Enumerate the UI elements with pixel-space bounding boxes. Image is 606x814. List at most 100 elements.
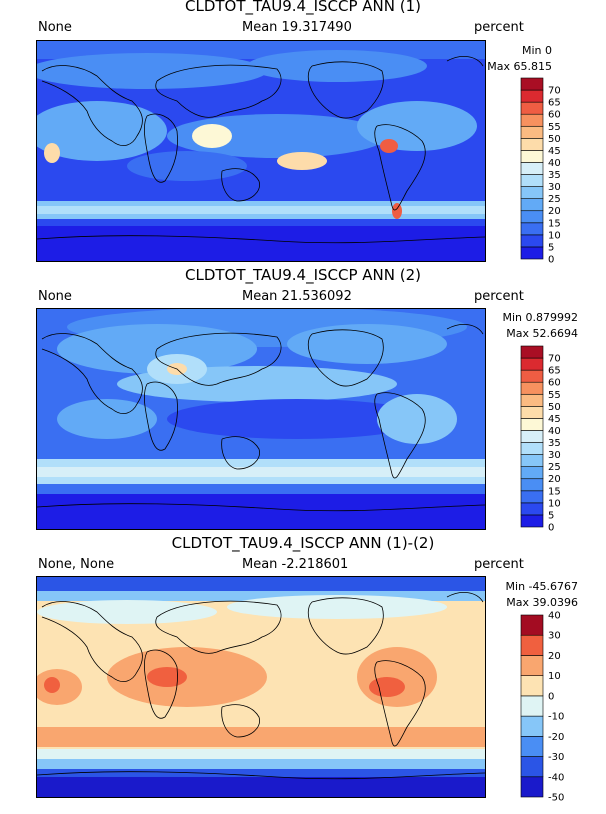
panel-3-colorbar: -50 -40 -30 -20 -10 0 10 20 30 40 — [520, 611, 581, 805]
colorbar-tick-label: 25 — [548, 194, 561, 205]
panel-2-map — [36, 308, 486, 530]
panel-3-left-label: None, None — [38, 557, 115, 572]
panel-3-max: Max 39.0396 — [506, 596, 578, 609]
colorbar-tick-label: 0 — [548, 691, 554, 702]
colorbar-swatch — [520, 357, 544, 371]
colorbar-swatch — [520, 634, 544, 656]
colorbar-swatch — [520, 478, 544, 492]
colorbar-tick-label: 45 — [548, 414, 561, 425]
panel-1-map — [36, 40, 486, 262]
panel-2-colorbar: 0 5 10 15 20 25 30 35 40 45 50 55 60 65 70 — [520, 345, 581, 536]
colorbar-swatch — [520, 393, 544, 407]
colorbar-tick-label: 65 — [548, 366, 561, 377]
panel-3-map — [36, 576, 486, 798]
colorbar-tick-label: 50 — [548, 402, 561, 413]
panel-3-units: percent — [474, 557, 524, 572]
colorbar-tick-label: -50 — [548, 793, 564, 804]
colorbar-tick-label: 45 — [548, 146, 561, 157]
colorbar-swatch — [520, 502, 544, 516]
colorbar-tick-label: 55 — [548, 390, 561, 401]
colorbar-swatch — [520, 756, 544, 778]
colorbar-swatch — [520, 125, 544, 139]
panel-1-min: Min 0 — [521, 44, 552, 57]
colorbar-tick-label: 0 — [548, 255, 554, 266]
colorbar-swatch — [520, 369, 544, 383]
panel-2-units: percent — [474, 289, 524, 304]
panel-1-mean: Mean 19.317490 — [242, 20, 352, 35]
colorbar-tick-label: 10 — [548, 498, 561, 509]
panel-2-left-label: None — [38, 289, 72, 304]
panel-3-title: CLDTOT_TAU9.4_ISCCP ANN (1)-(2) — [171, 534, 435, 552]
colorbar-swatch — [520, 345, 544, 359]
colorbar-swatch — [520, 89, 544, 103]
panel-1-max: Max 65.815 — [487, 60, 552, 73]
colorbar-tick-label: 50 — [548, 134, 561, 145]
colorbar-tick-label: -40 — [548, 772, 564, 783]
colorbar-swatch — [520, 101, 544, 115]
colorbar-tick-label: 60 — [548, 378, 561, 389]
panel-1-left-label: None — [38, 20, 72, 35]
colorbar-swatch — [520, 442, 544, 455]
colorbar-tick-label: 20 — [548, 651, 561, 662]
colorbar-swatch — [520, 675, 544, 697]
colorbar-tick-label: 40 — [548, 158, 561, 169]
panel-2-mean: Mean 21.536092 — [242, 289, 352, 304]
colorbar-tick-label: 70 — [548, 86, 561, 97]
colorbar-tick-label: 30 — [548, 450, 561, 461]
colorbar-swatch — [520, 210, 544, 224]
colorbar-tick-label: -20 — [548, 732, 564, 743]
colorbar-swatch — [520, 381, 544, 395]
colorbar-swatch — [520, 77, 544, 91]
colorbar-swatch — [520, 466, 544, 480]
colorbar-swatch — [520, 198, 544, 212]
colorbar-swatch — [520, 490, 544, 504]
colorbar-swatch — [520, 174, 544, 187]
colorbar-swatch — [520, 655, 544, 676]
colorbar-tick-label: 5 — [548, 510, 554, 521]
panel-2-min: Min 0.879992 — [502, 311, 578, 324]
colorbar-tick-label: 20 — [548, 206, 561, 217]
colorbar-swatch — [520, 715, 544, 737]
colorbar-swatch — [520, 234, 544, 248]
colorbar-tick-label: 35 — [548, 438, 561, 449]
colorbar-swatch — [520, 736, 544, 757]
colorbar-tick-label: 20 — [548, 474, 561, 485]
colorbar-swatch — [520, 614, 544, 636]
colorbar-swatch — [520, 246, 544, 260]
colorbar-tick-label: 5 — [548, 242, 554, 253]
colorbar-tick-label: 65 — [548, 98, 561, 109]
colorbar-tick-label: 10 — [548, 230, 561, 241]
panel-2-title: CLDTOT_TAU9.4_ISCCP ANN (2) — [184, 266, 422, 284]
colorbar-swatch — [520, 138, 544, 151]
colorbar-tick-label: 55 — [548, 122, 561, 133]
colorbar-swatch — [520, 162, 544, 175]
colorbar-swatch — [520, 406, 544, 419]
colorbar-swatch — [520, 186, 544, 199]
colorbar-swatch — [520, 418, 544, 431]
colorbar-tick-label: 35 — [548, 170, 561, 181]
panel-3-mean: Mean -2.218601 — [242, 557, 349, 572]
colorbar-swatch — [520, 776, 544, 798]
panel-2-max: Max 52.6694 — [506, 327, 578, 340]
colorbar-tick-label: 30 — [548, 182, 561, 193]
panel-3-min: Min -45.6767 — [505, 580, 578, 593]
panel-1-title: CLDTOT_TAU9.4_ISCCP ANN (1) — [184, 0, 422, 15]
colorbar-tick-label: -30 — [548, 752, 564, 763]
colorbar-tick-label: 40 — [548, 426, 561, 437]
colorbar-tick-label: 30 — [548, 631, 561, 642]
colorbar-tick-label: 0 — [548, 523, 554, 534]
panel-1-units: percent — [474, 20, 524, 35]
colorbar-swatch — [520, 430, 544, 443]
colorbar-tick-label: 70 — [548, 354, 561, 365]
colorbar-tick-label: 25 — [548, 462, 561, 473]
colorbar-tick-label: 10 — [548, 671, 561, 682]
colorbar-tick-label: -10 — [548, 712, 564, 723]
colorbar-swatch — [520, 695, 544, 717]
colorbar-swatch — [520, 454, 544, 467]
colorbar-swatch — [520, 113, 544, 127]
colorbar-tick-label: 40 — [548, 611, 561, 622]
colorbar-swatch — [520, 222, 544, 236]
colorbar-tick-label: 15 — [548, 218, 561, 229]
colorbar-tick-label: 60 — [548, 110, 561, 121]
colorbar-tick-label: 15 — [548, 486, 561, 497]
